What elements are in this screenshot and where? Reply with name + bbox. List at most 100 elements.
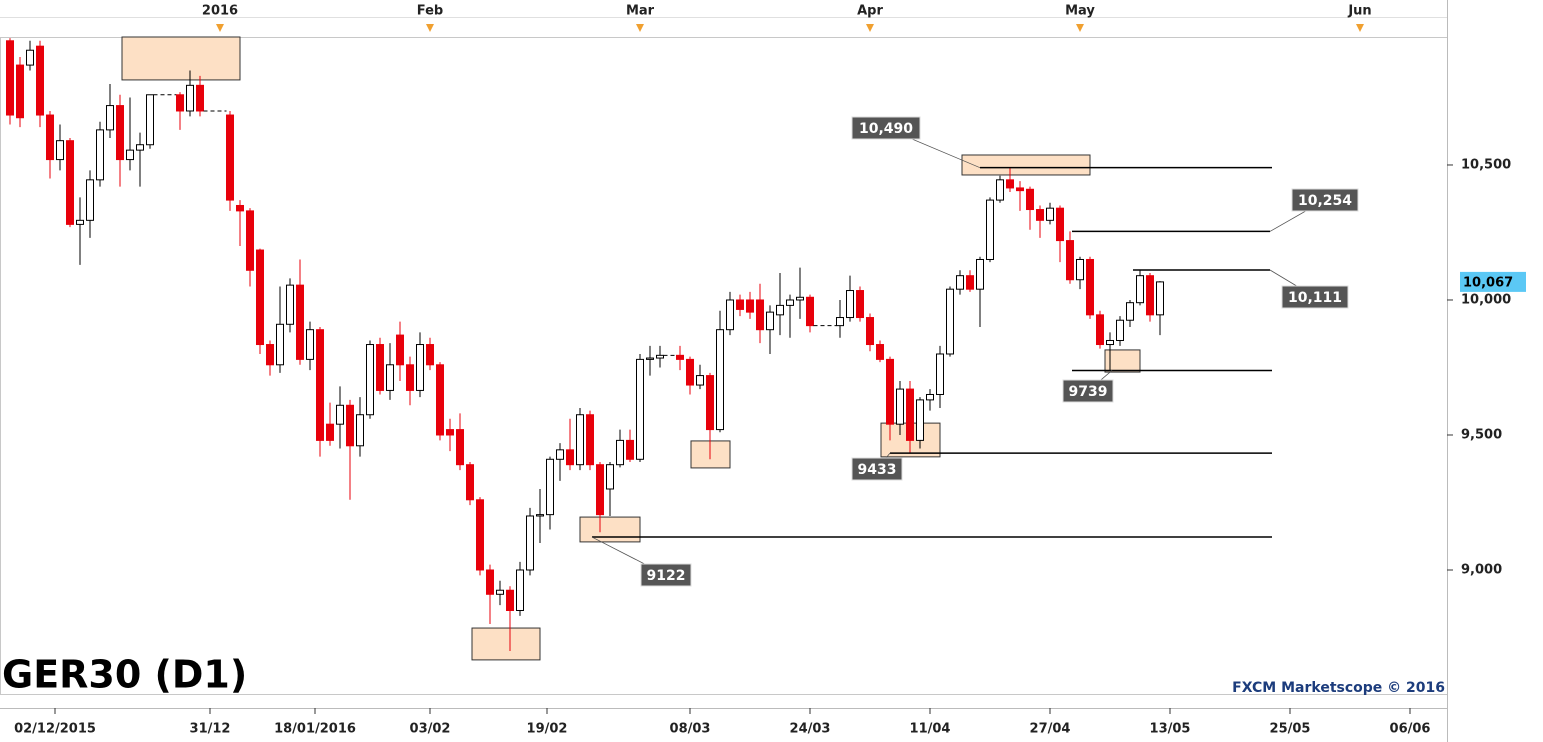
level-label-box: [851, 116, 921, 140]
candle-body: [306, 329, 314, 360]
candle-body: [386, 364, 394, 391]
candle-body: [866, 317, 874, 346]
candle-body: [696, 375, 704, 386]
candle-body: [406, 364, 414, 391]
candle-body: [116, 105, 124, 161]
candle-body: [796, 296, 804, 301]
month-tick: [216, 24, 224, 32]
candle-body: [436, 364, 444, 436]
candle-body: [86, 179, 94, 221]
candle-body: [736, 299, 744, 310]
candle-body: [956, 275, 964, 290]
candle-body: [256, 249, 264, 346]
candle-body: [266, 344, 274, 366]
candle-body: [1026, 188, 1034, 211]
candle-body: [546, 458, 554, 516]
candle-body: [236, 204, 244, 212]
candle-body: [536, 514, 544, 517]
current-price-label: 10,067: [1463, 275, 1513, 290]
highlight-zone: [121, 36, 241, 81]
candle-body: [926, 393, 934, 401]
candle-body: [936, 353, 944, 395]
candle-body: [776, 304, 784, 316]
candle-body: [36, 45, 44, 116]
y-tick-label: 10,000: [1461, 292, 1511, 307]
candle-body: [316, 329, 324, 441]
candle-body: [896, 388, 904, 425]
candle-body: [556, 449, 564, 460]
candle-body: [1156, 281, 1164, 316]
candle-body: [196, 84, 204, 112]
candle-body: [906, 388, 914, 441]
candle-body: [876, 344, 884, 360]
candle-body: [466, 464, 474, 501]
candle-body: [356, 414, 364, 447]
candle-body: [846, 290, 854, 319]
candle-body: [786, 299, 794, 306]
x-tick-label: 06/06: [1390, 722, 1431, 737]
axis-layer: 9,000 9,500 10,000 10,500 02/12/2015 31/12 18/…: [14, 4, 1526, 737]
candle-body: [226, 114, 234, 201]
candle-body: [686, 358, 694, 386]
candle-body: [76, 219, 84, 225]
candle-body: [486, 569, 494, 595]
level-label-box: [1291, 188, 1359, 212]
level-layer: 10,490 10,254 10,111 9739 9433 9122: [591, 116, 1359, 587]
candle-body: [1036, 209, 1044, 221]
candle-body: [616, 439, 624, 466]
candle-body: [726, 299, 734, 331]
watermark: FXCM Marketscope © 2016: [1232, 680, 1445, 696]
month-tick: [636, 24, 644, 32]
candle-body: [636, 358, 644, 460]
candle-body: [976, 258, 984, 290]
candle-body: [296, 284, 304, 360]
candle-body: [986, 199, 994, 260]
candle-body: [366, 344, 374, 416]
candle-body: [346, 404, 354, 447]
chart-title: GER30 (D1): [2, 653, 247, 697]
candle-body: [456, 429, 464, 466]
candle-body: [966, 275, 974, 290]
candle-body: [136, 144, 144, 151]
candle-body: [836, 317, 844, 327]
candle-body: [106, 105, 114, 131]
x-tick-label: 19/02: [527, 722, 568, 737]
level-label-box: [1062, 379, 1114, 403]
level-label: 10,111: [1288, 290, 1342, 306]
candle-body: [566, 449, 574, 466]
y-tick-label: 9,500: [1461, 427, 1502, 442]
candle-body: [596, 464, 604, 516]
candle-body: [886, 358, 894, 425]
level-label-box: [1281, 285, 1349, 309]
y-tick-label: 9,000: [1461, 562, 1502, 577]
month-label: Mar: [626, 4, 655, 19]
candle-body: [286, 284, 294, 325]
candle-body: [176, 94, 184, 112]
candle-body: [996, 179, 1004, 201]
candle-body: [496, 589, 504, 595]
month-label: May: [1065, 4, 1095, 19]
highlight-zone: [579, 516, 641, 543]
level-label: 10,254: [1298, 193, 1352, 209]
candle-body: [1096, 314, 1104, 346]
candle-body: [376, 344, 384, 391]
y-tick-label: 10,500: [1461, 157, 1511, 172]
candle-body: [746, 299, 754, 313]
x-tick-label: 03/02: [410, 722, 451, 737]
candle-body: [676, 354, 684, 360]
highlight-zone: [1104, 349, 1141, 373]
candle-body: [1086, 258, 1094, 316]
level-label: 9433: [858, 462, 897, 478]
candle-body: [446, 429, 454, 436]
candle-body: [126, 149, 134, 161]
candle-body: [946, 288, 954, 355]
candle-body: [276, 323, 284, 366]
level-label-box: [640, 563, 692, 587]
candle-body: [1136, 275, 1144, 304]
candle-body: [96, 129, 104, 181]
level-label: 9739: [1069, 384, 1108, 400]
candle-body: [66, 140, 74, 225]
month-label: Feb: [417, 4, 443, 19]
